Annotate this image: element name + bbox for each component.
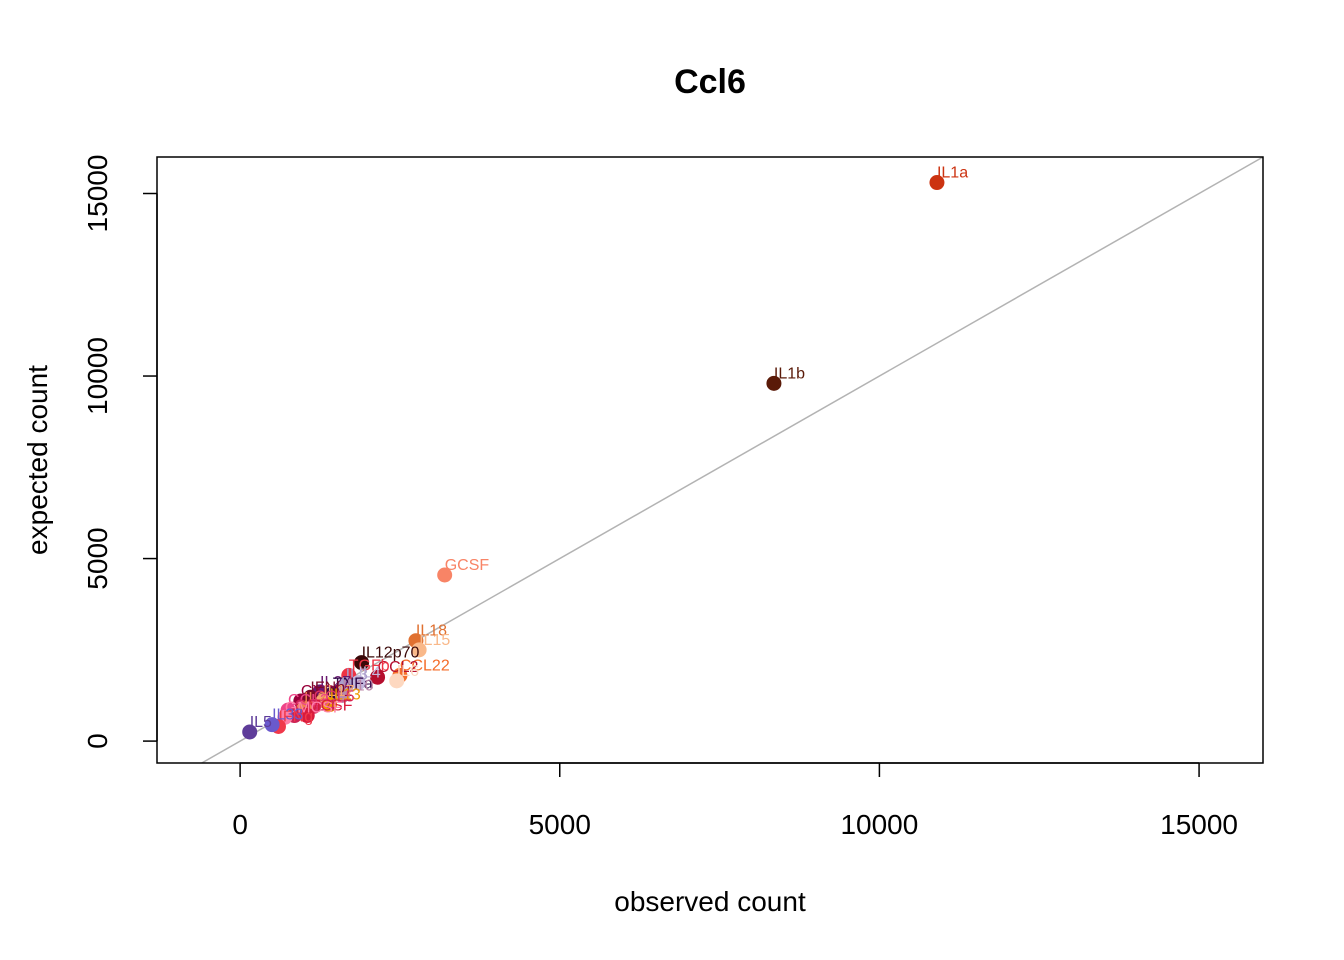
point-label: IFNb [310,679,345,696]
reference-line-layer [201,156,1264,764]
chart-title: Ccl6 [674,63,746,101]
point-label: MCSF [307,698,353,715]
x-axis: 0 5000 10000 15000 [232,762,1238,840]
point-label: IL12p70 [362,645,420,662]
point-label: IL1a [937,165,968,182]
x-tick-label: 5000 [529,809,591,840]
y-axis: 0 5000 10000 15000 [82,155,158,749]
point-label: IL4 [358,665,380,682]
point-label: IFNg [278,708,313,725]
data-point [437,567,453,583]
identity-reference-line [201,156,1264,764]
point-label: IL10 [342,677,373,694]
point-label: IL3 [346,667,368,684]
y-tick-label: 15000 [82,155,113,233]
data-point [350,675,366,691]
point-label: TGFb [349,657,390,674]
data-point [354,655,370,671]
data-point [334,687,350,703]
y-tick-label: 0 [82,733,113,749]
y-tick-label: 10000 [82,337,113,415]
data-point [322,697,338,713]
plot-frame [156,156,1264,764]
data-point [929,175,945,191]
data-point [299,708,315,724]
point-label: CCL22 [400,657,450,674]
point-label: CCL2 [378,659,419,676]
point-label: IL33 [272,707,303,724]
point-label: GMCSF [285,699,343,716]
point-label: CCL3 [288,692,329,709]
point-label: IL13 [330,687,361,704]
x-tick-label: 0 [232,809,248,840]
point-label: IL6 [397,663,419,680]
data-point [242,724,258,740]
point-label: IL15 [419,632,450,649]
point-label: IL1b [774,365,805,382]
points-layer: IL1a IL1b GCSF IL18IL15IL12p70CCL22CCL2TGFb… [242,165,968,740]
y-tick-label: 5000 [82,527,113,589]
x-tick-label: 15000 [1160,809,1238,840]
data-point [766,375,782,391]
point-label: IL27 [320,674,351,691]
point-label: IL17 [323,683,354,700]
data-point [370,669,386,685]
x-axis-label: observed count [614,886,806,917]
data-point [389,673,405,689]
point-label: CCL5 [314,688,355,705]
point-label: GCSF [445,557,490,574]
point-label: IL18 [416,623,447,640]
y-axis-label: expected count [22,365,53,555]
point-label: IL2 [304,690,326,707]
point-label: IL5 [250,714,272,731]
data-point [264,717,280,733]
x-tick-label: 10000 [840,809,918,840]
data-point [411,642,427,658]
